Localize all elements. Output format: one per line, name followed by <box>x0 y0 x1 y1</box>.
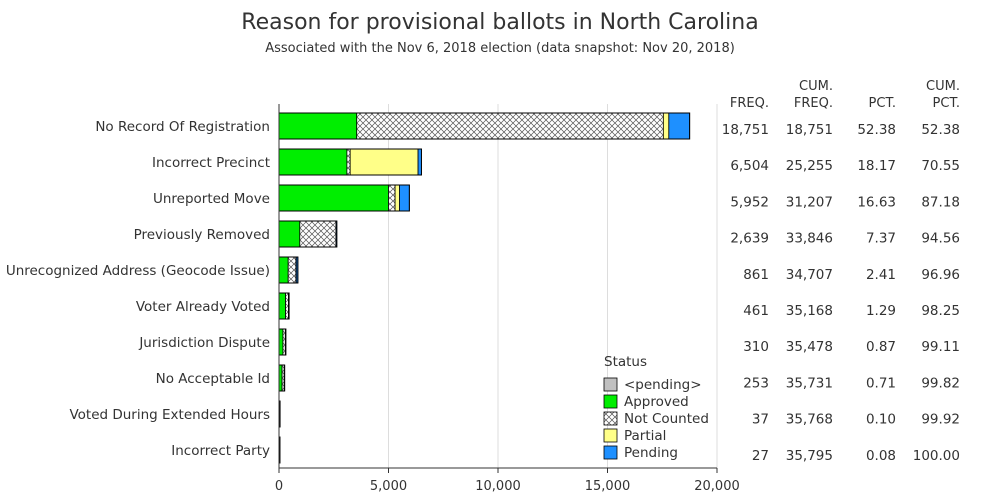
bar-segment <box>356 112 664 140</box>
table-cell: 18,751 <box>722 122 769 138</box>
bar-segment <box>278 220 301 248</box>
bar-segment <box>278 112 358 140</box>
bar-segment <box>285 292 289 320</box>
table-cell: 253 <box>743 375 769 391</box>
bar-segment <box>299 220 337 248</box>
table-cell: 0.10 <box>866 412 896 428</box>
x-tick-label: 5,000 <box>370 479 407 494</box>
bar-segment <box>388 184 396 212</box>
table-cell: 461 <box>743 303 769 319</box>
category-label: Unrecognized Address (Geocode Issue) <box>6 263 270 279</box>
table-cell: 35,731 <box>786 375 833 391</box>
category-label: Voter Already Voted <box>136 299 270 315</box>
table-cell: 18,751 <box>786 122 833 138</box>
table-cell: 16.63 <box>857 194 896 210</box>
legend-swatch <box>603 377 618 392</box>
legend-swatch <box>603 411 618 426</box>
table-header: PCT. <box>869 96 896 111</box>
category-label: No Record Of Registration <box>95 119 270 135</box>
table-cell: 35,768 <box>786 412 833 428</box>
table-cell: 861 <box>743 267 769 283</box>
table-cell: 6,504 <box>730 158 769 174</box>
table-cell: 94.56 <box>921 231 960 247</box>
table-cell: 0.87 <box>866 339 896 355</box>
table-cell: 99.11 <box>921 339 960 355</box>
table-cell: 35,168 <box>786 303 833 319</box>
table-cell: 33,846 <box>786 231 833 247</box>
table-cell: 5,952 <box>730 194 769 210</box>
bar-segment <box>394 184 400 212</box>
x-tick-label: 20,000 <box>694 479 740 494</box>
category-label: Incorrect Precinct <box>152 155 270 171</box>
category-labels: No Record Of Registration Incorrect Preci… <box>6 119 270 459</box>
legend-swatch <box>603 394 618 409</box>
x-tick-label: 15,000 <box>585 479 631 494</box>
bar-segment <box>417 148 422 176</box>
bar-segment <box>662 112 670 140</box>
table-cell: 27 <box>752 448 769 464</box>
table-cell: 2,639 <box>730 231 769 247</box>
bar-segment <box>399 184 410 212</box>
legend-label: Pending <box>624 445 678 461</box>
table-cell: 25,255 <box>786 158 833 174</box>
table-cell: 2.41 <box>866 267 896 283</box>
legend-swatch <box>603 428 618 443</box>
table-header: CUM. <box>926 79 960 94</box>
bar-segment <box>278 328 284 356</box>
table-cell: 96.96 <box>921 267 960 283</box>
grid <box>388 104 718 468</box>
x-axis: 0 5,000 10,000 15,000 20,000 <box>275 104 740 494</box>
bar-segment <box>278 148 348 176</box>
table-cell: 35,478 <box>786 339 833 355</box>
table-cell: 70.55 <box>921 158 960 174</box>
bar-segment <box>668 112 691 140</box>
table-cell: 87.18 <box>921 194 960 210</box>
bar-segment <box>349 148 419 176</box>
table-header: CUM. <box>799 79 833 94</box>
chart-title: Reason for provisional ballots in North … <box>241 10 758 35</box>
table-cell: 0.71 <box>866 375 896 391</box>
table-cell: 52.38 <box>921 122 960 138</box>
table-cell: 31,207 <box>786 194 833 210</box>
legend-label: Not Counted <box>624 411 709 427</box>
x-tick-label: 10,000 <box>475 479 521 494</box>
legend-label: Approved <box>624 394 689 410</box>
chart-subtitle: Associated with the Nov 6, 2018 election… <box>265 41 735 56</box>
table-cell: 98.25 <box>921 303 960 319</box>
category-label: Incorrect Party <box>171 443 270 459</box>
table-cell: 310 <box>743 339 769 355</box>
legend-swatch <box>603 445 618 460</box>
category-label: Previously Removed <box>134 227 270 243</box>
table-cell: 100.00 <box>913 448 960 464</box>
category-label: Voted During Extended Hours <box>69 407 270 423</box>
legend-title: Status <box>604 354 647 370</box>
table-cell: 99.82 <box>921 375 960 391</box>
table-cell: 7.37 <box>866 231 896 247</box>
table-cell: 35,795 <box>786 448 833 464</box>
bar-segment <box>346 148 351 176</box>
table-cell: 52.38 <box>857 122 896 138</box>
bar-segment <box>278 292 286 320</box>
category-label: Jurisdiction Dispute <box>138 335 270 351</box>
table-cell: 34,707 <box>786 267 833 283</box>
frequency-table: FREQ. CUM. FREQ. PCT. CUM. PCT. 18,751 18,751 52… <box>722 79 960 464</box>
category-label: Unreported Move <box>153 191 270 207</box>
bar-segment <box>278 256 289 284</box>
table-cell: 0.08 <box>866 448 896 464</box>
bar-segment <box>287 256 297 284</box>
table-cell: 99.92 <box>921 412 960 428</box>
table-header: FREQ. <box>794 96 833 111</box>
table-header: PCT. <box>933 96 960 111</box>
bar-segment <box>278 184 389 212</box>
table-header: FREQ. <box>730 96 769 111</box>
legend-label: <pending> <box>624 377 702 393</box>
table-cell: 37 <box>752 412 769 428</box>
legend-label: Partial <box>624 428 666 444</box>
table-cell: 1.29 <box>866 303 896 319</box>
category-label: No Acceptable Id <box>156 371 270 387</box>
table-cell: 18.17 <box>857 158 896 174</box>
x-tick-label: 0 <box>275 479 283 494</box>
